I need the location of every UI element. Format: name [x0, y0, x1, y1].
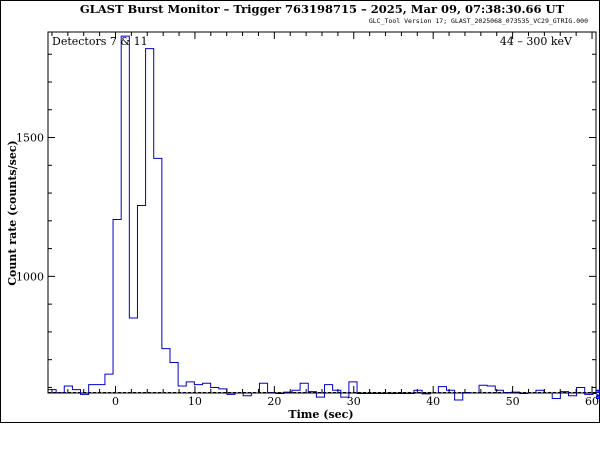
plot-frame [47, 31, 597, 394]
x-tick-label: 40 [426, 395, 440, 408]
x-tick-label: 50 [506, 395, 520, 408]
outer-border [0, 0, 600, 423]
x-tick-label: 0 [112, 395, 119, 408]
chart-title: GLAST Burst Monitor – Trigger 763198715 … [80, 2, 565, 16]
y-tick-label: 1500 [16, 132, 44, 145]
annotation-detectors: Detectors 7 & 11 [52, 35, 148, 48]
series-line-0 [48, 35, 600, 401]
x-tick-label: 30 [347, 395, 361, 408]
x-axis-label: Time (sec) [288, 408, 353, 421]
y-tick-label: 1000 [16, 270, 44, 283]
x-tick-label: 20 [267, 395, 281, 408]
x-tick-label: 10 [188, 395, 202, 408]
chart-subtitle: GLC_Tool Version 17; GLAST_2025068_07353… [369, 17, 588, 25]
x-tick-label: 60 [585, 395, 599, 408]
annotation-energy-range: 44 – 300 keV [500, 35, 573, 48]
y-axis-label: Count rate (counts/sec) [6, 140, 19, 285]
plot-area: 0 10 20 30 40 50 60 1000 1500 [16, 31, 600, 408]
